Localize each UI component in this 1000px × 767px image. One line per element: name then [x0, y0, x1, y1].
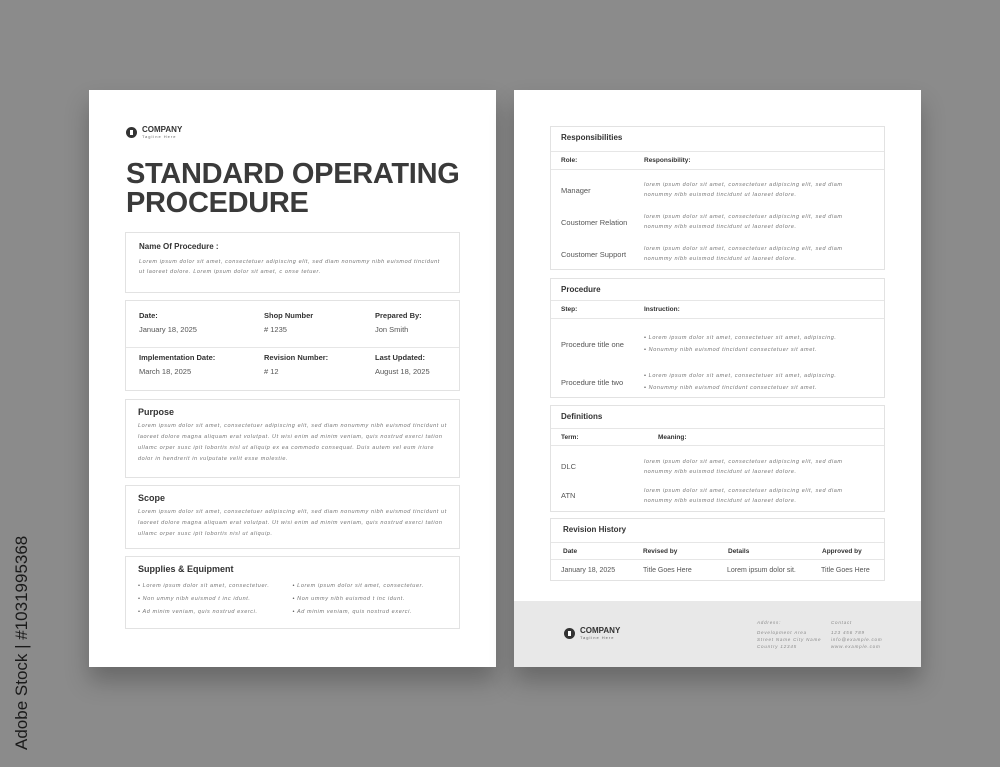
name-of-procedure-box: Name Of Procedure : Lorem ipsum dolor si… [125, 232, 460, 293]
info-value: January 18, 2025 [139, 325, 197, 334]
info-value: March 18, 2025 [139, 367, 192, 376]
logo-icon [126, 126, 137, 138]
instruction-item: Lorem ipsum dolor sit amet, consectetuer… [644, 332, 837, 344]
list-item: Lorem ipsum dolor sit amet, consectetuer… [293, 580, 448, 593]
section-label: Name Of Procedure : [139, 242, 219, 251]
term-cell: ATN [561, 491, 576, 500]
list-item: Non ummy nibh euismod t inc idunt. [138, 593, 293, 606]
responsibility-cell: lorem ipsum dolor sit amet, consectetuer… [644, 182, 843, 198]
revision-date: January 18, 2025 [561, 566, 616, 574]
responsibility-cell: lorem ipsum dolor sit amet, consectetuer… [644, 214, 843, 230]
address-line: Country 12345 [757, 644, 797, 649]
footer-contact: Contact 123 456 789 info@example.com www… [831, 619, 882, 650]
term-cell: DLC [561, 462, 577, 471]
info-label: Revision Number: [264, 353, 329, 362]
meaning-cell: lorem ipsum dolor sit amet, consectetuer… [644, 458, 843, 475]
instruction-item: Nonummy nibh euismod tincidunt consectet… [644, 382, 837, 394]
info-value: August 18, 2025 [375, 367, 430, 376]
sop-page-1: COMPANY Tagline Here STANDARD OPERATING PR… [89, 90, 496, 667]
info-value: Jon Smith [375, 325, 409, 334]
section-label: Responsibilities [561, 133, 623, 142]
procedure-box: Procedure Step: Instruction: Procedure ti… [550, 278, 885, 398]
address-line: Street Name City Name [757, 637, 822, 642]
list-item: Non ummy nibh euismod t inc idunt. [293, 593, 448, 606]
column-header: Date [563, 547, 578, 555]
contact-label: Contact [831, 620, 853, 625]
definitions-box: Definitions Term: Meaning: DLC lorem ipsum… [550, 405, 885, 512]
supplies-box: Supplies & Equipment Lorem ipsum dolor s… [125, 556, 460, 629]
role-cell: Coustomer Relation [561, 217, 628, 227]
info-label: Last Updated: [375, 353, 426, 362]
responsibilities-box: Responsibilities Role: Responsibility: Ma… [550, 126, 885, 270]
scope-box: Scope Lorem ipsum dolor sit amet, consec… [125, 485, 460, 549]
footer-address: Address: Development Area Street Name Ci… [757, 619, 821, 650]
section-text: Lorem ipsum dolor sit amet, consectetuer… [139, 259, 440, 275]
section-label: Revision History [563, 525, 627, 534]
info-value: # 12 [264, 367, 279, 376]
stock-watermark: Adobe Stock | #1031995368 [12, 535, 31, 750]
list-item: Ad minim veniam, quis nostrud exerci. [138, 606, 293, 619]
section-label: Scope [138, 493, 166, 503]
step-cell: Procedure title one [561, 339, 624, 349]
section-label: Supplies & Equipment [138, 564, 234, 574]
company-name: COMPANY [142, 125, 183, 134]
address-label: Address: [757, 620, 782, 625]
info-value: # 1235 [264, 325, 287, 334]
instruction-item: Lorem ipsum dolor sit amet, consectetuer… [644, 370, 837, 382]
section-text: Lorem ipsum dolor sit amet, consectetuer… [138, 509, 447, 537]
contact-email: info@example.com [831, 637, 883, 642]
meaning-cell: lorem ipsum dolor sit amet, consectetuer… [644, 487, 843, 504]
column-header: Revised by [643, 547, 678, 555]
revision-history-box: Revision History Date Revised by Details… [550, 518, 885, 581]
info-label: Prepared By: [375, 311, 422, 320]
revision-revised-by: Title Goes Here [643, 566, 692, 574]
company-logo: COMPANY Tagline Here [126, 125, 182, 139]
info-label: Shop Number [264, 311, 314, 320]
column-header: Meaning: [658, 433, 687, 441]
section-text: Lorem ipsum dolor sit amet, consectetuer… [138, 423, 447, 462]
contact-phone: 123 456 789 [831, 630, 865, 635]
info-label: Implementation Date: [139, 353, 216, 362]
responsibility-cell: lorem ipsum dolor sit amet, consectetuer… [644, 246, 843, 262]
section-label: Procedure [561, 285, 601, 294]
info-label: Date: [139, 311, 158, 320]
column-header: Role: [561, 157, 578, 164]
contact-website: www.example.com [831, 644, 881, 649]
revision-approved-by: Title Goes Here [821, 566, 870, 574]
page-title: STANDARD OPERATING PROCEDURE [126, 158, 460, 219]
address-line: Development Area [757, 630, 807, 635]
title-line-2: PROCEDURE [126, 187, 309, 219]
column-header: Details [728, 547, 750, 555]
company-name: COMPANY [580, 626, 621, 635]
sop-page-2: Responsibilities Role: Responsibility: Ma… [514, 90, 921, 667]
title-line-1: STANDARD OPERATING [126, 158, 460, 190]
revision-details: Lorem ipsum dolor sit. [727, 566, 796, 574]
company-logo: COMPANY Tagline Here [564, 626, 620, 640]
step-cell: Procedure title two [561, 377, 624, 387]
column-header: Responsibility: [644, 157, 691, 164]
role-cell: Manager [561, 185, 591, 195]
company-tagline: Tagline Here [142, 134, 177, 139]
instruction-item: Nonummy nibh euismod tincidunt consectet… [644, 344, 837, 356]
role-cell: Coustomer Support [561, 249, 627, 259]
column-header: Step: [561, 306, 578, 313]
list-item: Lorem ipsum dolor sit amet, consectetuer… [138, 580, 293, 593]
list-item: Ad minim veniam, quis nostrud exerci. [293, 606, 448, 619]
purpose-box: Purpose Lorem ipsum dolor sit amet, cons… [125, 399, 460, 478]
section-label: Definitions [561, 412, 603, 421]
info-grid: Date: January 18, 2025 Shop Number # 1235 … [125, 300, 460, 391]
company-tagline: Tagline Here [580, 635, 615, 640]
section-label: Purpose [138, 407, 175, 417]
column-header: Term: [561, 433, 579, 441]
logo-icon [564, 627, 575, 639]
page-footer: COMPANY Tagline Here Address: Development… [514, 601, 921, 667]
column-header: Instruction: [644, 306, 680, 313]
column-header: Approved by [822, 547, 862, 555]
